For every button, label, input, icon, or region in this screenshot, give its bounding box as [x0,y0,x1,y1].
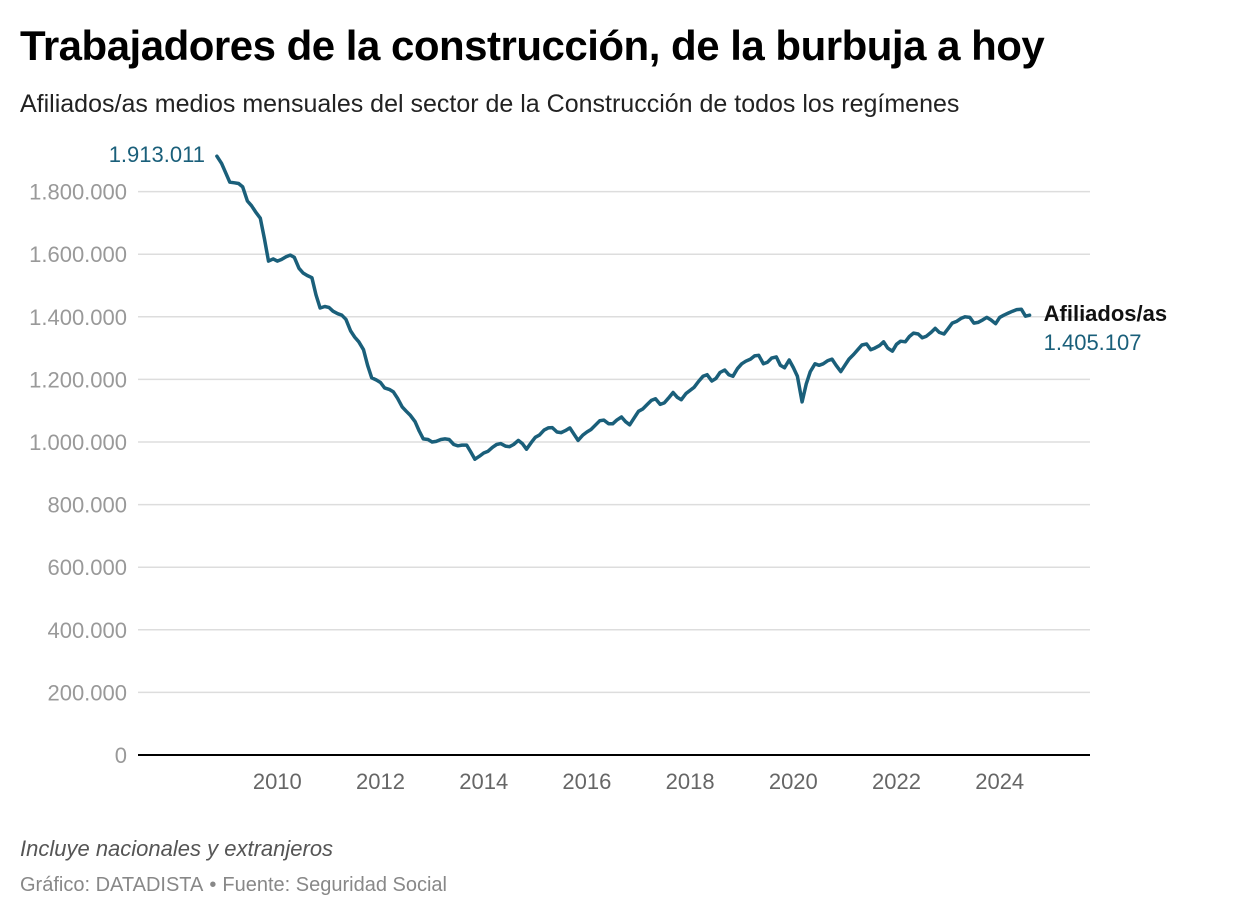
y-tick-label: 0 [115,743,127,768]
y-tick-label: 1.800.000 [29,180,127,205]
y-axis-tick-labels: 0 200.000 400.000 600.000 800.000 1.000.000 1.… [29,180,127,768]
end-value-label: 1.405.107 [1044,330,1142,355]
x-tick-label: 2022 [872,769,921,794]
y-tick-label: 1.400.000 [29,305,127,330]
x-tick-label: 2020 [769,769,818,794]
y-tick-label: 1.000.000 [29,430,127,455]
series-name-label: Afiliados/as [1044,301,1167,326]
x-axis-tick-labels: 2010 2012 2014 2016 2018 2020 2022 2024 [253,769,1024,794]
y-tick-label: 400.000 [47,618,127,643]
source-text: Fuente: Seguridad Social [222,874,447,896]
y-tick-label: 800.000 [47,493,127,518]
x-tick-label: 2010 [253,769,302,794]
series-line-afiliados [215,154,1032,461]
chart-title: Trabajadores de la construcción, de la b… [20,22,1045,69]
x-tick-label: 2016 [562,769,611,794]
x-tick-label: 2018 [666,769,715,794]
gridlines [138,190,1090,694]
separator: • [209,874,217,896]
x-tick-label: 2012 [356,769,405,794]
credit-text: Gráfico: DATADISTA [20,874,204,896]
y-tick-label: 200.000 [47,680,127,705]
x-tick-label: 2024 [975,769,1024,794]
x-tick-label: 2014 [459,769,508,794]
chart-subtitle: Afiliados/as medios mensuales del sector… [20,90,960,118]
start-value-label: 1.913.011 [109,142,205,167]
line-chart: 0 200.000 400.000 600.000 800.000 1.000.000 1.… [29,142,1167,794]
source-line: Gráfico: DATADISTA • Fuente: Seguridad Soc… [20,874,447,897]
y-tick-label: 1.600.000 [29,242,127,267]
y-tick-label: 600.000 [47,555,127,580]
footnote: Incluye nacionales y extranjeros [20,836,334,861]
y-tick-label: 1.200.000 [29,367,127,392]
